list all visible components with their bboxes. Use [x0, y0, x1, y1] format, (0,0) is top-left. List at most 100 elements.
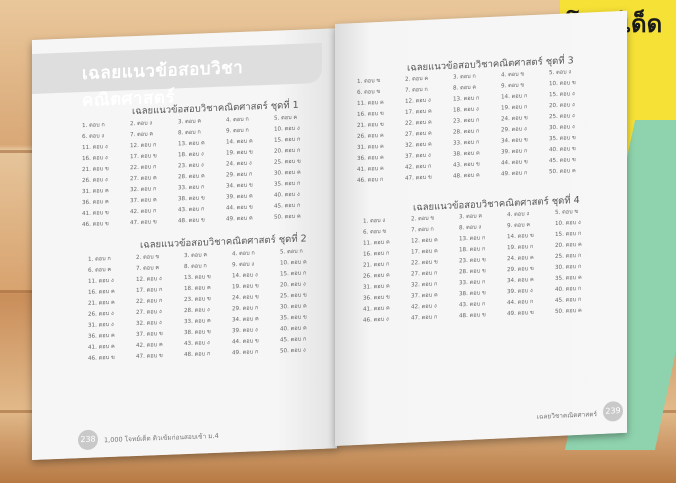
answer-item: 14. ตอบ ค — [226, 138, 253, 146]
answer-item: 25. ตอบ ง — [549, 113, 575, 121]
answer-item: 48. ตอบ ค — [453, 172, 480, 180]
answer-item: 10. ตอบ ง — [555, 219, 581, 227]
answer-grid-set-3: 1. ตอบ ข 2. ตอบ ค 3. ตอบ ก 4. ตอบ ข 5. ตอบ ง… — [357, 67, 597, 185]
answer-item: 36. ตอบ ข — [363, 294, 390, 302]
answer-item: 7. ตอบ ค — [136, 265, 160, 272]
answer-item: 28. ตอบ ข — [459, 268, 486, 276]
answer-item: 50. ตอบ ง — [280, 347, 306, 355]
answer-item: 17. ตอบ ก — [136, 286, 163, 294]
answer-item: 22. ตอบ ค — [405, 119, 432, 127]
answer-item: 21. ตอบ ข — [357, 121, 384, 129]
answer-item: 42. ตอบ ง — [411, 303, 437, 311]
answer-item: 27. ตอบ ค — [405, 130, 432, 138]
answer-item: 23. ตอบ ง — [178, 162, 204, 170]
answer-item: 3. ตอบ ค — [184, 252, 208, 260]
answer-item: 47. ตอบ ก — [411, 314, 438, 322]
answer-item: 48. ตอบ ก — [184, 351, 211, 359]
answer-item: 40. ตอบ ข — [549, 145, 576, 154]
answer-item: 14. ตอบ ก — [501, 93, 528, 101]
answer-item: 17. ตอบ ข — [130, 153, 157, 161]
answer-item: 11. ตอบ ง — [82, 144, 108, 152]
answer-item: 22. ตอบ ข — [411, 259, 438, 267]
answer-item: 45. ตอบ ก — [280, 336, 307, 344]
answer-item: 18. ตอบ ง — [178, 151, 204, 159]
answer-item: 15. ตอบ ก — [280, 270, 307, 278]
answer-item: 47. ตอบ ข — [405, 174, 432, 182]
answer-item: 16. ตอบ ค — [88, 288, 115, 296]
answer-item: 29. ตอบ ก — [232, 305, 259, 313]
answer-item: 6. ตอบ ง — [82, 133, 105, 141]
page-number: 239 — [603, 400, 623, 422]
answer-item: 5. ตอบ ก — [280, 248, 303, 256]
answer-item: 10. ตอบ ข — [549, 80, 576, 88]
answer-item: 23. ตอบ ข — [459, 257, 486, 265]
answer-item: 45. ตอบ ก — [274, 202, 301, 210]
answer-item: 31. ตอบ ค — [363, 283, 390, 291]
answer-item: 27. ตอบ ง — [136, 308, 162, 316]
answer-item: 46. ตอบ ข — [82, 220, 109, 228]
answer-item: 31. ตอบ ค — [357, 143, 384, 151]
answer-item: 21. ตอบ ค — [88, 299, 115, 307]
answer-item: 38. ตอบ ข — [459, 290, 486, 298]
answer-item: 5. ตอบ ง — [549, 69, 572, 77]
answer-item: 41. ตอบ ข — [82, 209, 109, 217]
answer-item: 39. ตอบ ก — [501, 148, 528, 156]
answer-item: 36. ตอบ ค — [82, 198, 109, 206]
answer-item: 49. ตอบ ก — [232, 349, 259, 357]
answer-item: 21. ตอบ ก — [363, 261, 390, 269]
left-page: เฉลยแนวข้อสอบวิชาคณิตศาสตร์ เฉลยแนวข้อสอ… — [32, 28, 337, 460]
answer-item: 17. ตอบ ค — [411, 248, 438, 256]
answer-item: 2. ตอบ ค — [405, 75, 429, 83]
answer-item: 41. ตอบ ค — [363, 305, 390, 313]
answer-item: 20. ตอบ ง — [280, 281, 306, 289]
answer-item: 40. ตอบ ง — [274, 191, 300, 199]
answer-item: 31. ตอบ ค — [82, 187, 109, 195]
answer-item: 38. ตอบ ข — [178, 195, 205, 203]
answer-item: 49. ตอบ ค — [226, 215, 253, 223]
answer-item: 25. ตอบ ก — [555, 252, 582, 260]
answer-item: 10. ตอบ ง — [274, 125, 300, 133]
answer-item: 35. ตอบ ข — [280, 314, 307, 322]
answer-item: 20. ตอบ ค — [555, 241, 582, 249]
answer-item: 34. ตอบ ข — [501, 137, 528, 145]
answer-item: 48. ตอบ ข — [178, 217, 205, 225]
answer-item: 19. ตอบ ก — [501, 104, 528, 112]
answer-item: 2. ตอบ ข — [411, 215, 435, 223]
answer-item: 15. ตอบ ก — [274, 136, 301, 144]
answer-item: 9. ตอบ ค — [507, 222, 531, 230]
answer-item: 37. ตอบ ข — [136, 330, 163, 338]
answer-item: 43. ตอบ ก — [178, 206, 205, 214]
answer-item: 12. ตอบ ก — [130, 142, 157, 150]
answer-item: 29. ตอบ ก — [226, 171, 253, 179]
answer-item: 40. ตอบ ค — [280, 325, 307, 333]
answer-item: 10. ตอบ ค — [280, 259, 307, 267]
answer-item: 3. ตอบ ค — [459, 213, 483, 221]
answer-grid-set-4: 1. ตอบ ง 2. ตอบ ข 3. ตอบ ค 4. ตอบ ง 5. ตอบ ข… — [363, 207, 603, 325]
answer-item: 42. ตอบ ค — [136, 341, 163, 349]
answer-grid-set-2: 1. ตอบ ก 2. ตอบ ข 3. ตอบ ค 4. ตอบ ก 5. ตอบ ก… — [88, 247, 328, 363]
answer-item: 26. ตอบ ง — [82, 177, 108, 185]
answer-item: 31. ตอบ ง — [88, 321, 114, 329]
answer-item: 40. ตอบ ก — [555, 285, 582, 293]
answer-item: 1. ตอบ ก — [88, 255, 111, 263]
answer-item: 34. ตอบ ค — [232, 316, 259, 324]
answer-item: 20. ตอบ ง — [549, 102, 575, 110]
answer-item: 33. ตอบ ก — [178, 184, 205, 192]
answer-item: 44. ตอบ ข — [226, 204, 253, 212]
answer-item: 37. ตอบ ค — [130, 197, 157, 205]
answer-item: 6. ตอบ ค — [88, 266, 112, 274]
answer-item: 48. ตอบ ข — [459, 312, 486, 320]
answer-item: 9. ตอบ ง — [232, 261, 255, 269]
answer-item: 12. ตอบ ง — [136, 275, 162, 283]
answer-item: 16. ตอบ ข — [357, 110, 384, 118]
answer-item: 27. ตอบ ก — [411, 270, 438, 278]
answer-item: 7. ตอบ ก — [405, 86, 428, 94]
answer-item: 36. ตอบ ค — [88, 332, 115, 340]
answer-item: 30. ตอบ ค — [274, 169, 301, 177]
answer-item: 8. ตอบ ค — [453, 84, 477, 92]
answer-item: 44. ตอบ ข — [501, 159, 528, 167]
answer-item: 49. ตอบ ก — [501, 170, 528, 178]
answer-item: 15. ตอบ ง — [549, 91, 575, 99]
answer-item: 1. ตอบ ข — [357, 77, 381, 86]
answer-item: 18. ตอบ ค — [184, 285, 211, 293]
